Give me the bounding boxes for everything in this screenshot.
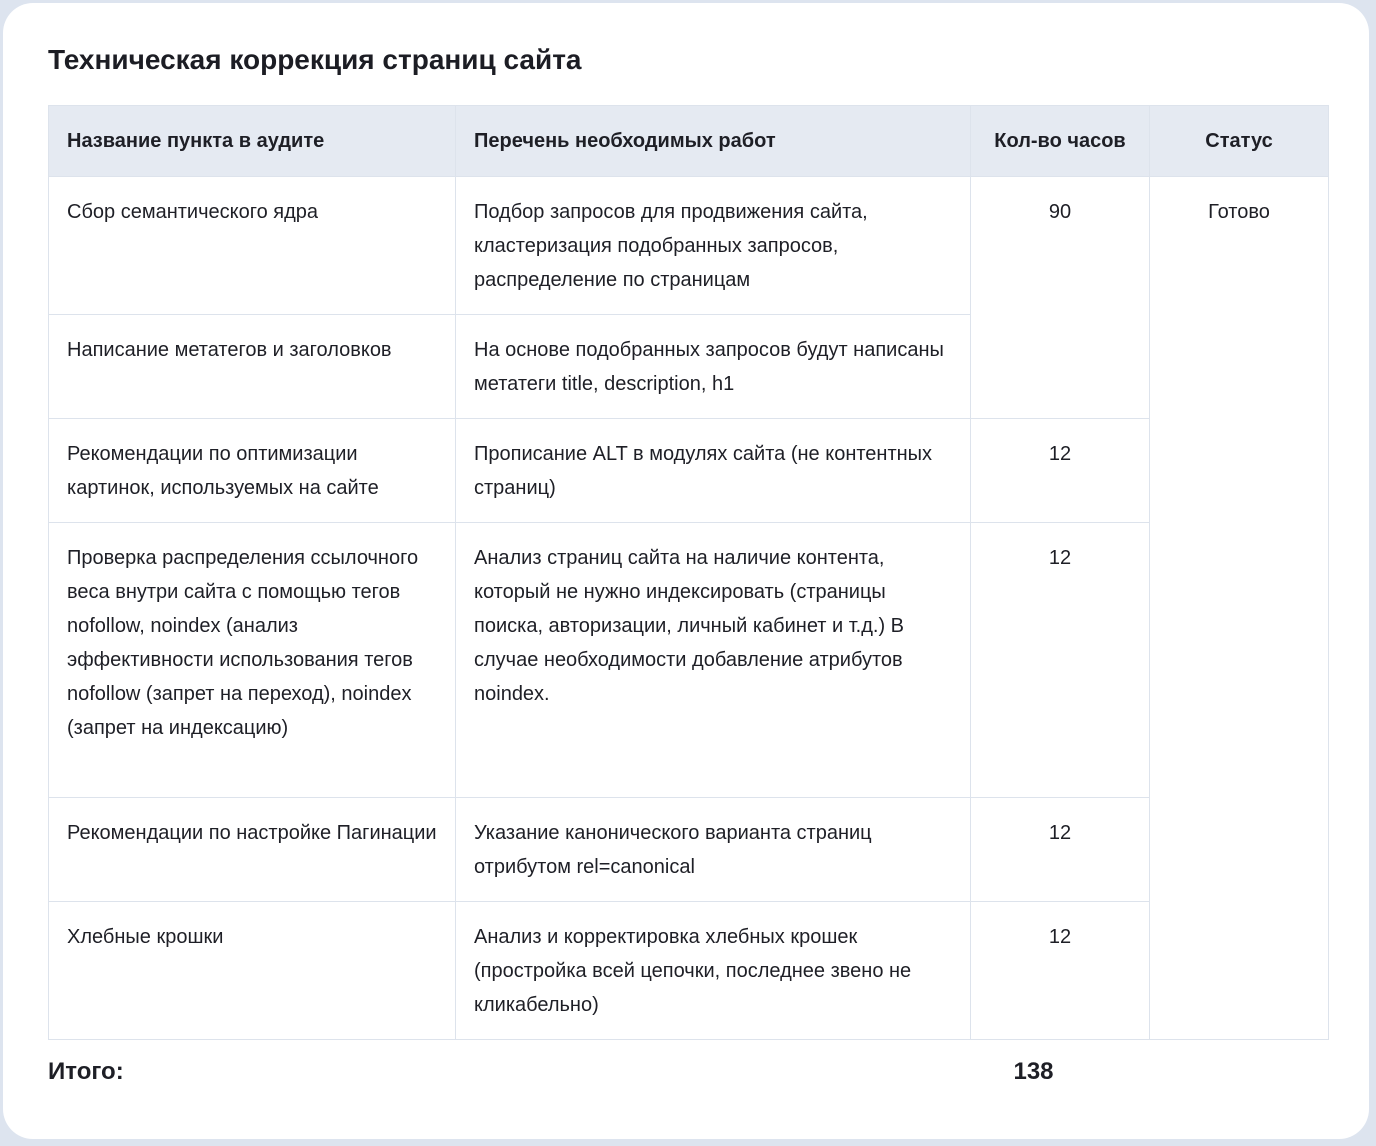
table-row: Проверка распределения ссылочного веса в… [48,522,1329,798]
item-cell: Хлебные крошки [48,901,456,1040]
total-label: Итого: [48,1058,124,1085]
column-header: Перечень необходимых работ [455,105,971,177]
item-cell: Написание метатегов и заголовков [48,314,456,419]
status-cell: Готово [1149,176,1329,1040]
item-cell: Проверка распределения ссылочного веса в… [48,522,456,798]
item-cell: Сбор семантического ядра [48,176,456,315]
table-row: Написание метатегов и заголовков На осно… [48,314,1329,419]
column-header: Кол-во часов [970,105,1150,177]
work-cell: Анализ и корректировка хлебных крошек (п… [455,901,971,1040]
work-cell: Прописание ALT в модулях сайта (не конте… [455,418,971,523]
work-cell: Указание канонического варианта страниц … [455,797,971,902]
table-row: Сбор семантического ядра Подбор запросов… [48,176,1329,1040]
page-title: Техническая коррекция страниц сайта [48,44,582,75]
hours-cell: 12 [970,418,1150,523]
table-header: Название пункта в аудите Перечень необхо… [48,105,1329,177]
total-hours: 138 [1013,1058,1054,1085]
work-cell: Анализ страниц сайта на наличие контента… [455,522,971,798]
hours-cell: 12 [970,797,1150,902]
column-header: Статус [1149,105,1329,177]
table-row: Рекомендации по настройке Пагинации Указ… [48,797,1329,902]
work-cell: Подбор запросов для продвижения сайта, к… [455,176,971,315]
item-cell: Рекомендации по оптимизации картинок, ис… [48,418,456,523]
hours-cell: 90 [970,176,1150,419]
column-header: Название пункта в аудите [48,105,456,177]
audit-table: Название пункта в аудите Перечень необхо… [48,105,1329,1040]
item-cell: Рекомендации по настройке Пагинации [48,797,456,902]
work-cell: На основе подобранных запросов будут нап… [455,314,971,419]
hours-cell: 12 [970,522,1150,798]
table-row: Рекомендации по оптимизации картинок, ис… [48,418,1329,523]
hours-cell: 12 [970,901,1150,1040]
table-row: Хлебные крошки Анализ и корректировка хл… [48,901,1329,1040]
